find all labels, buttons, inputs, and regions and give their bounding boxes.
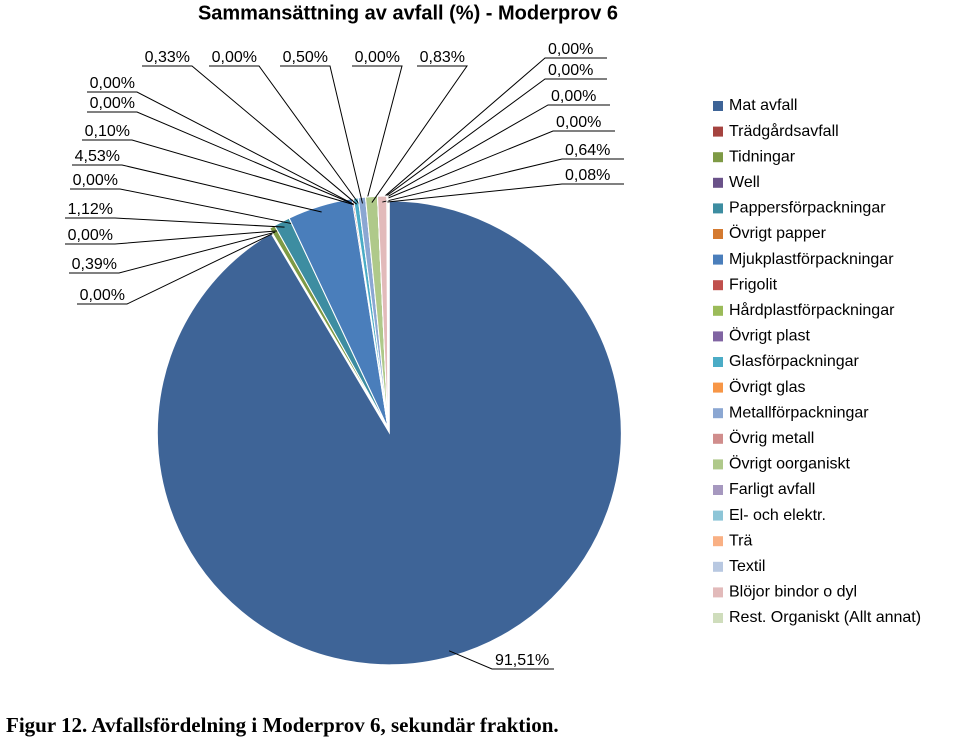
legend-swatch [713,152,723,163]
data-label: 0,00% [90,75,135,92]
data-label: 0,00% [355,49,400,66]
leader-line [69,231,276,274]
leader-line [377,57,607,203]
legend-swatch [713,613,723,623]
leader-line [382,158,624,203]
leader-line [371,65,468,203]
legend-label: Övrigt oorganiskt [729,455,850,473]
legend-label: Trä [729,532,753,549]
legend-label: Trädgårdsavfall [729,122,839,140]
legend-label: Övrigt papper [729,224,827,242]
chart-title: Sammansättning av avfall (%) - Moderprov… [198,2,618,24]
data-label: 1,12% [68,201,113,218]
legend-label: Blöjor bindor o dyl [729,584,857,601]
legend-swatch [713,536,723,547]
leader-line [448,650,554,670]
leader-line [377,104,610,203]
legend-swatch [713,510,723,521]
legend-label: Övrigt plast [729,327,810,345]
legend-swatch [713,126,723,137]
data-label: 0,00% [548,41,593,58]
leader-line [82,139,354,206]
leader-line [65,217,285,228]
legend-swatch [713,485,723,495]
leader-line [77,233,273,305]
legend-label: Mat avfall [729,97,797,114]
legend-label: Övrig metall [729,429,814,447]
leader-line [387,183,624,203]
leader-line [72,164,322,213]
legend-label: Well [729,174,760,191]
pie-slice [156,200,622,666]
pie-slice [386,195,389,429]
data-label: 0,39% [72,256,117,273]
legend-label: Textil [729,558,765,575]
legend-swatch [713,203,723,214]
leader-line [70,188,292,225]
data-label: 0,00% [80,287,125,304]
legend-swatch [713,254,723,265]
leader-line [65,230,278,245]
legend-swatch [713,101,723,111]
leader-line [377,130,615,203]
leader-line [142,65,357,205]
caption: Figur 12. Avfallsfördelning i Moderprov … [6,713,559,737]
legend-swatch [713,587,723,598]
legend-label: Pappersförpackningar [729,200,886,217]
legend-swatch [713,280,723,291]
legend-swatch [713,561,723,572]
legend-swatch [713,305,723,316]
legend-label: Rest. Organiskt (Allt annat) [729,609,921,626]
legend-label: Metallförpackningar [729,404,869,421]
data-label: 4,53% [75,148,120,165]
data-label: 0,33% [145,49,190,66]
data-label: 0,83% [420,49,465,66]
legend-label: El- och elektr. [729,507,826,524]
legend-swatch [713,177,723,188]
legend-label: Frigolit [729,276,778,293]
data-label: 0,00% [212,49,257,66]
leader-line [87,111,355,205]
legend-label: Tidningar [729,148,796,165]
legend-label: Hårdplastförpackningar [729,301,895,319]
data-label: 0,00% [73,172,118,189]
leader-line [209,65,360,205]
data-label: 91,51% [495,652,549,669]
legend-label: Farligt avfall [729,481,815,498]
legend-swatch [713,459,723,470]
legend-swatch [713,382,723,393]
leader-line [377,78,607,203]
leader-line [280,65,363,204]
legend-swatch [713,408,723,419]
legend-swatch [713,433,723,444]
data-label: 0,00% [90,95,135,112]
legend-label: Mjukplastförpackningar [729,251,894,268]
legend-swatch [713,331,723,342]
data-label: 0,08% [565,167,610,184]
data-label: 0,10% [85,123,130,140]
data-label: 0,64% [565,142,610,159]
data-label: 0,00% [68,227,113,244]
legend-swatch [713,229,723,239]
leader-line [352,65,403,204]
leader-line [87,91,355,205]
legend-label: Glasförpackningar [729,353,860,370]
data-label: 0,00% [556,114,601,131]
data-label: 0,00% [551,88,596,105]
data-label: 0,00% [548,62,593,79]
legend-label: Övrigt glas [729,378,805,396]
data-label: 0,50% [283,49,328,66]
legend-swatch [713,357,723,367]
